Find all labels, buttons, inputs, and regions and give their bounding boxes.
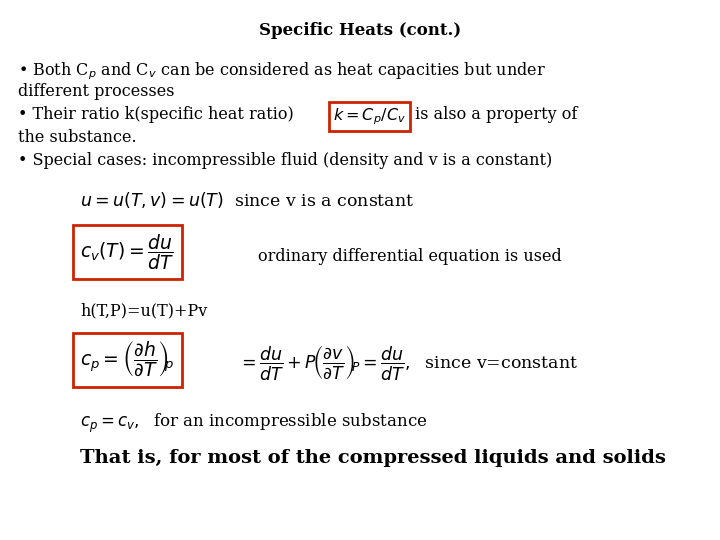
Text: $c_p=\left(\dfrac{\partial h}{\partial T}\right)_{\!\!p}$: $c_p=\left(\dfrac{\partial h}{\partial T…	[80, 340, 175, 380]
Text: • Their ratio k(specific heat ratio): • Their ratio k(specific heat ratio)	[18, 106, 294, 123]
Text: the substance.: the substance.	[18, 129, 137, 146]
Text: • Both C$_p$ and C$_v$ can be considered as heat capacities but under: • Both C$_p$ and C$_v$ can be considered…	[18, 60, 546, 82]
Text: h(T,P)=u(T)+Pv: h(T,P)=u(T)+Pv	[80, 302, 207, 319]
Text: • Special cases: incompressible fluid (density and v is a constant): • Special cases: incompressible fluid (d…	[18, 152, 552, 169]
Text: $=\dfrac{du}{dT}+P\!\left(\dfrac{\partial v}{\partial T}\right)_{\!\!P}=\dfrac{d: $=\dfrac{du}{dT}+P\!\left(\dfrac{\partia…	[238, 343, 578, 382]
Text: is also a property of: is also a property of	[410, 106, 577, 123]
Text: That is, for most of the compressed liquids and solids: That is, for most of the compressed liqu…	[80, 449, 666, 467]
Text: ordinary differential equation is used: ordinary differential equation is used	[258, 248, 562, 265]
Text: Specific Heats (cont.): Specific Heats (cont.)	[259, 22, 461, 39]
Text: $c_v(T)=\dfrac{du}{dT}$: $c_v(T)=\dfrac{du}{dT}$	[80, 232, 174, 272]
Text: $c_p=c_v,$  for an incompressible substance: $c_p=c_v,$ for an incompressible substan…	[80, 412, 428, 435]
Text: $u=u(T,v)=u(T)$  since v is a constant: $u=u(T,v)=u(T)$ since v is a constant	[80, 190, 414, 210]
Text: $k=C_p/C_v$: $k=C_p/C_v$	[333, 106, 406, 126]
Text: different processes: different processes	[18, 83, 174, 100]
